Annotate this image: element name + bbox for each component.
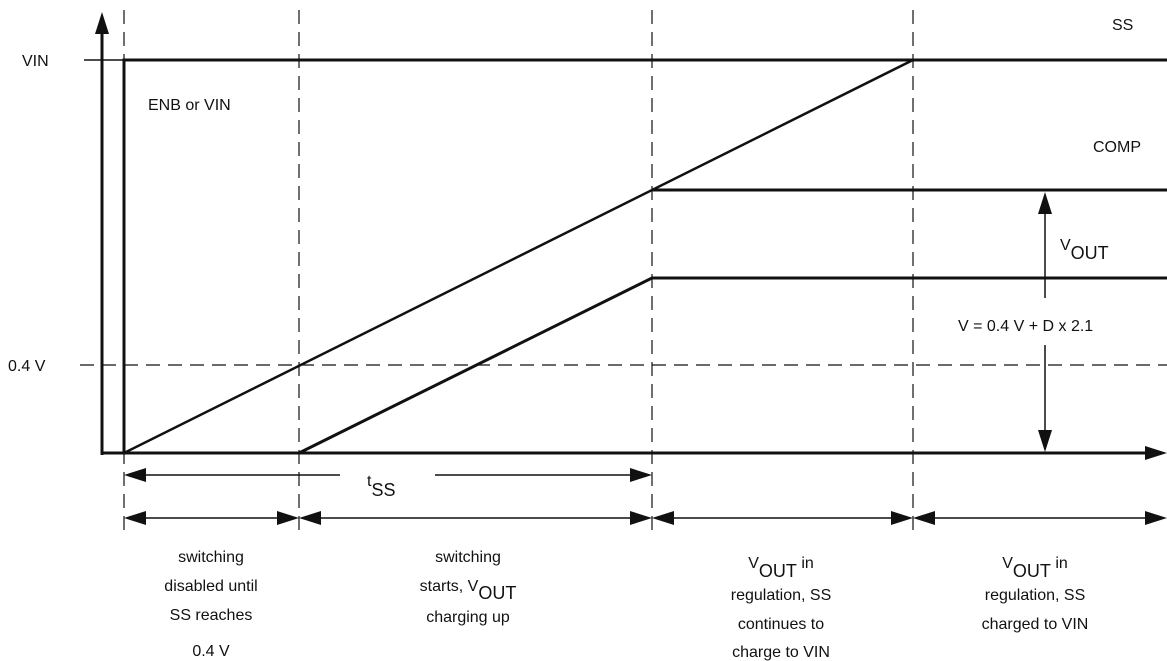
phase4-line3: charged to VIN [982, 616, 1089, 633]
phase3-line4: charge to VIN [732, 644, 830, 661]
phase3-arrow-left [652, 511, 674, 525]
vout-equation: V = 0.4 V + D x 2.1 [958, 318, 1093, 335]
equation-arrow-head [1038, 430, 1052, 452]
tss-label-sub: SS [371, 480, 395, 500]
phase4-line2: regulation, SS [985, 587, 1086, 604]
vout-label: VOUT [1060, 237, 1109, 263]
ss-waveform [123, 58, 914, 455]
y-axis-arrowhead [95, 12, 109, 34]
enb-vin-waveform [122, 58, 1167, 453]
phase1-caption: switching disabled until SS reaches 0.4 … [164, 549, 257, 660]
tss-arrow-left [124, 468, 146, 482]
enb-signal-label: ENB or VIN [148, 97, 231, 114]
phase3-line2: regulation, SS [731, 587, 832, 604]
phase4-arrow-left [913, 511, 935, 525]
tss-interval-arrow [124, 468, 652, 482]
v04-axis-label: 0.4 V [8, 358, 46, 375]
tss-label: tSS [367, 473, 395, 500]
phase2-arrow-right [630, 511, 652, 525]
phase2-line2-sub: OUT [478, 583, 516, 603]
phase1-arrow-right [277, 511, 299, 525]
phase2-line3: charging up [426, 609, 510, 626]
phase3-arrow-right [891, 511, 913, 525]
phase3-line1-sub: OUT [759, 561, 797, 581]
phase2-line2: starts, VOUT [420, 578, 517, 603]
phase2-line1: switching [435, 549, 501, 566]
comp-signal-label: COMP [1093, 139, 1141, 156]
vout-label-main: V [1060, 237, 1071, 254]
vin-axis-label: VIN [22, 53, 49, 70]
axes [95, 12, 1167, 460]
phase2-caption: switching starts, VOUT charging up [420, 549, 517, 626]
phase1-line4: 0.4 V [192, 643, 230, 660]
vout-range-arrow [1038, 192, 1052, 298]
phase4-line1-post: in [1051, 555, 1068, 572]
phase3-caption: VOUT in regulation, SS continues to char… [731, 555, 832, 661]
phase2-arrow-left [299, 511, 321, 525]
x-axis-arrowhead [1145, 446, 1167, 460]
phase2-line2-pre: starts, V [420, 578, 479, 595]
phase-interval-arrows [124, 511, 1167, 525]
tss-arrow-right [630, 468, 652, 482]
phase1-arrow-left [124, 511, 146, 525]
vout-label-sub: OUT [1071, 243, 1109, 263]
phase4-arrow-right [1145, 511, 1167, 525]
phase4-caption: VOUT in regulation, SS charged to VIN [982, 555, 1089, 633]
ss-signal-label: SS [1112, 17, 1133, 34]
phase1-line2: disabled until [164, 578, 257, 595]
phase4-line1-sub: OUT [1013, 561, 1051, 581]
vout-waveform [298, 276, 1167, 455]
tss-label-main: t [367, 473, 372, 490]
phase1-line1: switching [178, 549, 244, 566]
phase3-line1-main: V [748, 555, 759, 572]
phase3-line1-post: in [797, 555, 814, 572]
phase1-line3: SS reaches [170, 607, 253, 624]
equation-range-arrow [1038, 345, 1052, 452]
phase3-line1: VOUT in [748, 555, 814, 581]
phase4-line1-main: V [1002, 555, 1013, 572]
phase3-line3: continues to [738, 616, 824, 633]
phase4-line1: VOUT in [1002, 555, 1068, 581]
vout-arrow-head [1038, 192, 1052, 214]
